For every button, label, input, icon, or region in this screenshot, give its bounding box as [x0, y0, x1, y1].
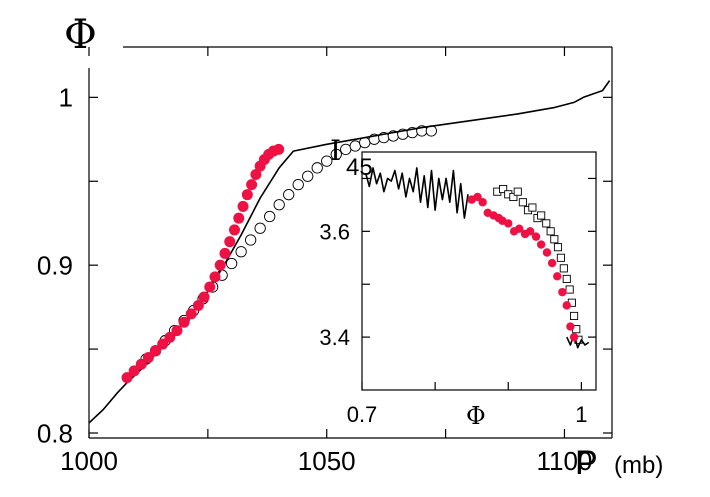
- inset-open-point: [556, 253, 565, 262]
- inset-y-tick-label: 3.4: [319, 325, 350, 350]
- inset-filled-point: [547, 258, 557, 268]
- inset-filled-point: [525, 227, 535, 236]
- inset-open-point: [562, 274, 571, 283]
- main-filled-point: [219, 247, 231, 259]
- inset-open-point: [570, 311, 579, 321]
- inset-filled-point: [558, 287, 567, 297]
- main-open-point: [235, 246, 247, 258]
- inset: 0.7 1 3.4 3.6 I 45 Φ: [319, 134, 597, 430]
- inset-filled-point: [515, 224, 524, 233]
- main-filled-point: [209, 271, 221, 283]
- inset-x-label: Φ: [466, 402, 486, 430]
- inset-x-tick-label: 1: [575, 402, 587, 427]
- main-open-point: [245, 234, 257, 246]
- inset-filled-point: [569, 332, 579, 342]
- main-filled-point: [273, 143, 285, 155]
- main-open-point: [311, 162, 323, 174]
- main-series: [88, 80, 611, 424]
- main-filled-point: [246, 179, 258, 191]
- main-open-point: [254, 222, 266, 234]
- main-open-point: [321, 155, 333, 167]
- inset-filled-point: [542, 248, 552, 257]
- main-open-point: [302, 170, 314, 182]
- inset-open-point: [546, 227, 555, 236]
- main-y-tick-label: 0.8: [37, 418, 73, 448]
- main-y-label: Φ: [64, 12, 97, 58]
- inset-series-line: [364, 167, 469, 219]
- inset-open-point: [565, 285, 574, 294]
- inset-filled-point: [562, 301, 571, 310]
- main-filled-point: [204, 281, 216, 293]
- main-filled-point: [224, 236, 236, 248]
- inset-open-point: [518, 198, 527, 207]
- inset-y-tick-label: 3.6: [319, 219, 350, 244]
- inset-filled-point: [504, 219, 513, 228]
- inset-open-point: [550, 235, 559, 244]
- main-filled-point: [237, 200, 249, 212]
- inset-filled-point: [536, 240, 546, 249]
- inset-open-point: [513, 187, 522, 196]
- inset-ticks: 0.7 1 3.4 3.6: [319, 177, 596, 427]
- main-y-tick-label: 1: [59, 83, 73, 113]
- inset-open-point: [542, 219, 551, 228]
- main-x-label: P: [575, 444, 598, 482]
- main-filled-point: [233, 212, 245, 224]
- inset-filled-point: [478, 198, 487, 207]
- inset-open-point: [553, 243, 563, 252]
- main-open-point: [273, 199, 285, 211]
- inset-filled-point: [553, 272, 562, 281]
- inset-series: [364, 167, 590, 349]
- inset-open-point: [499, 184, 508, 194]
- main-x-unit: (mb): [614, 452, 663, 479]
- main-open-point: [330, 148, 342, 161]
- main-filled-point: [241, 189, 253, 201]
- main-filled-point: [142, 351, 154, 363]
- main-filled-point: [214, 259, 226, 271]
- inset-y-label-subscript: 45: [346, 154, 373, 181]
- main-filled-point: [198, 291, 210, 303]
- main-axes: Φ P (mb): [64, 12, 663, 482]
- main-filled-point: [250, 169, 262, 181]
- inset-frame: [361, 151, 597, 391]
- main-open-point: [349, 140, 361, 152]
- inset-background: [362, 152, 596, 390]
- main-ticks: 1000 1050 1100 0.8 0.9 1: [37, 47, 612, 476]
- inset-open-point: [537, 211, 546, 220]
- main-filled-point: [164, 331, 176, 343]
- inset-open-point: [509, 192, 518, 202]
- inset-filled-point: [566, 322, 575, 331]
- inset-filled-point: [473, 192, 482, 202]
- main-x-tick-label: 1050: [298, 446, 356, 476]
- main-filled-point: [171, 325, 183, 337]
- main-open-point: [340, 143, 352, 156]
- main-open-point: [264, 210, 276, 223]
- inset-open-point: [528, 203, 537, 212]
- inset-series-tail: [566, 333, 590, 349]
- main-filled-point: [178, 316, 190, 328]
- main-open-point: [292, 178, 304, 191]
- inset-x-tick-label: 0.7: [347, 402, 378, 427]
- main-x-tick-label: 1100: [536, 446, 592, 476]
- main-y-tick-label: 0.9: [37, 251, 73, 281]
- main-filled-point: [121, 372, 133, 384]
- main-x-tick-label: 1000: [60, 446, 118, 476]
- inset-filled-point: [531, 232, 541, 241]
- main-filled-point: [128, 365, 140, 377]
- main-filled-point: [185, 308, 197, 320]
- main-filled-point: [150, 345, 162, 357]
- main-open-point: [225, 257, 238, 270]
- inset-y-label: I: [330, 134, 341, 167]
- main-filled-point: [228, 224, 240, 236]
- main-filled-point: [192, 299, 204, 311]
- main-filled-point: [135, 358, 147, 370]
- inset-open-point: [559, 264, 568, 273]
- main-open-point: [283, 189, 295, 201]
- main-filled-point: [157, 338, 169, 350]
